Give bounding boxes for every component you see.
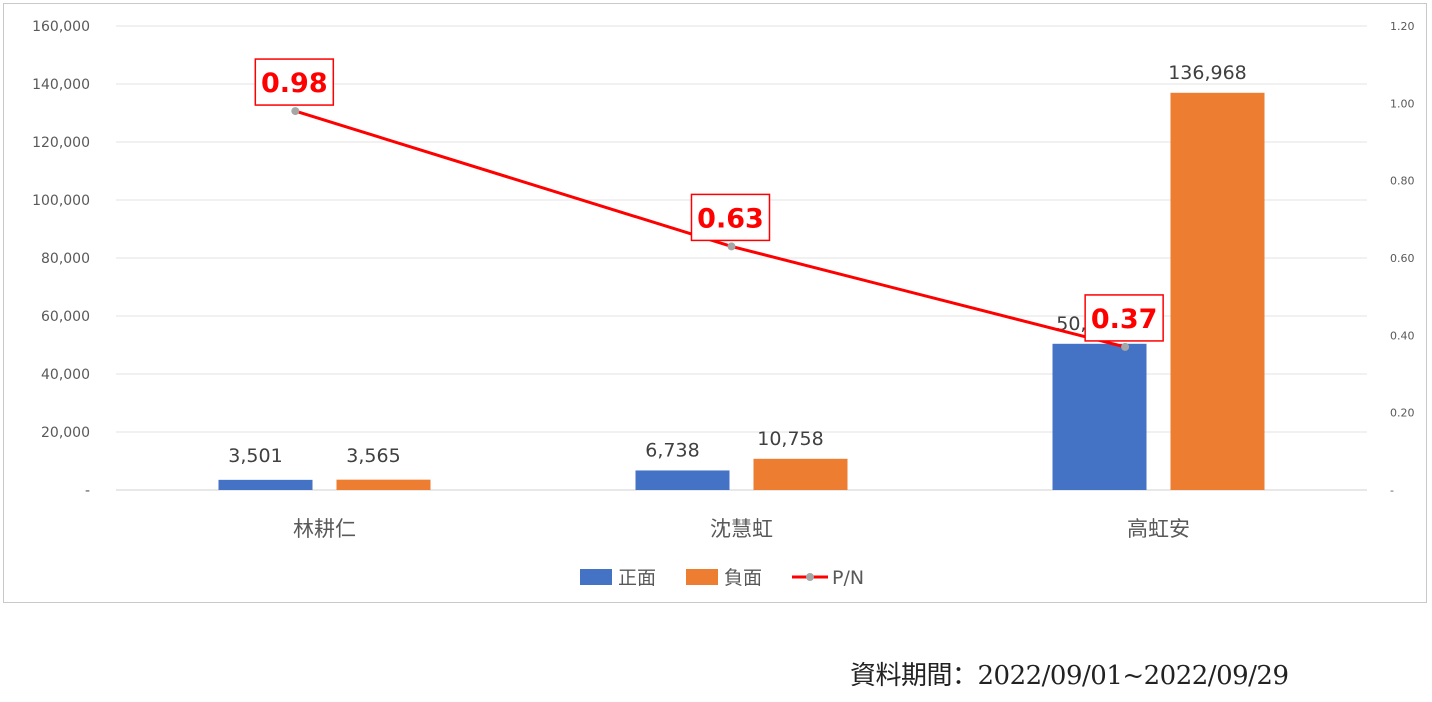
pn-label-box	[254, 58, 335, 106]
bar-data-label: 3,501	[228, 445, 282, 467]
y-right-tick-label: 1.00	[1390, 97, 1415, 110]
legend-swatch	[580, 569, 612, 585]
category-label: 高虹安	[1127, 517, 1190, 541]
category-label: 沈慧虹	[710, 517, 773, 541]
bar-負面	[1170, 92, 1265, 491]
legend-label: 正面	[618, 567, 656, 589]
category-label: 林耕仁	[293, 517, 356, 541]
combo-chart: - 20,000 40,000 60,000 80,000 100,000 120,000 1…	[32, 19, 1415, 589]
y-right-tick-label: 0.20	[1390, 407, 1415, 420]
bar-data-label: 3,565	[346, 445, 400, 467]
y-right-tick-label: 0.40	[1390, 329, 1415, 342]
pn-data-label: 0.63	[697, 203, 764, 234]
y-right-tick-label: 1.20	[1390, 20, 1415, 33]
y-left-tick-label: 20,000	[41, 425, 90, 441]
pn-marker	[1121, 342, 1130, 351]
pn-data-label: 0.37	[1091, 304, 1158, 335]
pn-marker	[727, 242, 736, 251]
pn-data-label: 0.98	[261, 68, 328, 99]
y-left-tick-label: 140,000	[32, 77, 90, 93]
bar-data-label: 136,968	[1168, 62, 1247, 84]
pn-label-box	[1084, 294, 1164, 342]
y-left-tick-label: 120,000	[32, 135, 90, 151]
bar-正面	[1052, 343, 1147, 490]
bar-正面	[218, 479, 313, 490]
legend-label: 負面	[724, 567, 762, 589]
y-left-tick-label: -	[85, 483, 90, 499]
bar-data-label: 10,758	[757, 428, 823, 450]
y-right-tick-label: -	[1390, 484, 1394, 497]
bar-data-label: 6,738	[645, 439, 699, 461]
bar-負面	[753, 458, 848, 490]
legend-swatch	[686, 569, 718, 585]
y-right-tick-label: 0.80	[1390, 175, 1415, 188]
bar-負面	[336, 479, 431, 490]
y-right-tick-label: 0.60	[1390, 252, 1415, 265]
pn-label-box	[690, 193, 771, 242]
y-left-tick-label: 60,000	[41, 309, 90, 325]
bar-正面	[635, 470, 730, 490]
y-left-tick-label: 80,000	[41, 251, 90, 267]
pn-marker	[291, 107, 300, 116]
y-left-tick-label: 40,000	[41, 367, 90, 383]
chart-frame: - 20,000 40,000 60,000 80,000 100,000 120,000 1…	[3, 3, 1427, 603]
data-period-note: 資料期間：2022/09/01~2022/09/29	[850, 661, 1289, 691]
y-left-tick-label: 100,000	[32, 193, 90, 209]
legend-label: P/N	[832, 567, 864, 589]
legend-marker	[806, 573, 814, 581]
y-left-tick-label: 160,000	[32, 19, 90, 35]
